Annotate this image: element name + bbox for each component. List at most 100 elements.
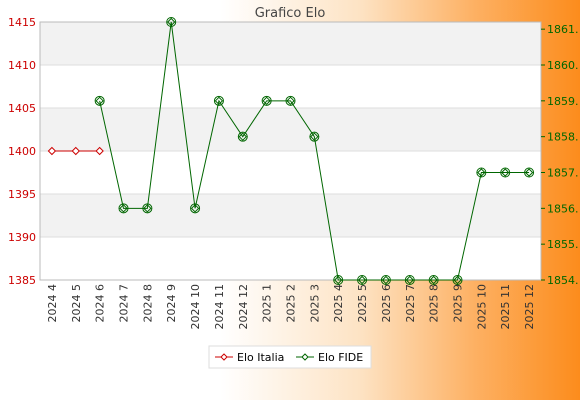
- right-tick-label: 1858.: [547, 131, 579, 144]
- x-tick-label: 2024 5: [70, 284, 83, 323]
- x-tick-label: 2024 11: [213, 284, 226, 330]
- data-point: [237, 131, 248, 142]
- data-point-marker: [214, 96, 224, 106]
- data-point: [94, 95, 105, 106]
- x-tick-label: 2024 12: [237, 284, 250, 330]
- data-point: [357, 275, 368, 285]
- plot-band: [40, 22, 541, 65]
- x-tick-label: 2025 8: [428, 284, 441, 323]
- data-point-marker: [167, 17, 176, 27]
- right-tick-label: 1855.: [547, 238, 579, 251]
- legend-marker-elo-fide: [301, 353, 309, 361]
- legend-item-elo-italia: Elo Italia: [215, 351, 284, 364]
- data-point-marker: [524, 168, 534, 177]
- legend-marker-elo-italia: [220, 353, 228, 361]
- right-tick-label: 1854.: [547, 274, 579, 287]
- data-point: [309, 131, 320, 142]
- x-tick-label: 2024 6: [94, 284, 107, 323]
- data-point-marker: [286, 96, 295, 106]
- data-point: [476, 167, 487, 178]
- right-tick-label: 1859.: [547, 95, 579, 108]
- data-point-marker: [477, 168, 486, 177]
- x-tick-label: 2024 8: [141, 284, 154, 323]
- left-tick-label: 1395: [8, 188, 36, 201]
- data-point-marker: [95, 96, 104, 106]
- left-tick-label: 1405: [8, 102, 36, 115]
- right-tick-label: 1861.: [547, 23, 579, 36]
- right-tick-label: 1857.: [547, 167, 579, 180]
- data-point: [452, 275, 463, 285]
- data-point-marker: [334, 275, 343, 285]
- x-tick-label: 2025 3: [308, 284, 321, 323]
- series-elo-fide: [94, 17, 535, 285]
- data-point: [213, 95, 224, 106]
- series-elo-italia: [47, 146, 104, 156]
- left-tick-label: 1385: [8, 274, 36, 287]
- data-point: [95, 146, 104, 156]
- plot-band: [40, 108, 541, 151]
- right-tick-label: 1860.: [547, 59, 579, 72]
- data-point: [142, 203, 153, 214]
- data-point-marker: [429, 275, 438, 285]
- data-point-marker: [190, 204, 200, 213]
- data-point-marker: [381, 275, 391, 285]
- x-tick-label: 2025 7: [404, 284, 417, 323]
- legend-box: [208, 345, 372, 369]
- data-point: [190, 203, 201, 214]
- x-tick-label: 2025 9: [452, 284, 465, 323]
- x-tick-label: 2025 5: [356, 284, 369, 323]
- data-point: [261, 95, 272, 106]
- data-point: [71, 146, 80, 156]
- data-point-marker: [501, 168, 510, 177]
- series-line: [99, 21, 530, 281]
- plot-band: [40, 237, 541, 280]
- data-point: [166, 17, 177, 27]
- data-point: [47, 146, 57, 156]
- data-point: [380, 275, 391, 285]
- data-point: [333, 275, 344, 285]
- left-axis-ticks: 1385 1390 1395 1400 1405 1410 1415: [8, 16, 36, 287]
- data-point-marker: [262, 96, 271, 106]
- right-tick-label: 1856.: [547, 202, 579, 215]
- x-tick-label: 2025 4: [332, 284, 345, 323]
- data-point-marker: [405, 275, 414, 285]
- data-point-marker: [238, 132, 247, 141]
- left-tick-label: 1415: [8, 16, 36, 29]
- x-tick-label: 2025 10: [475, 284, 488, 330]
- data-point-marker: [310, 132, 319, 141]
- data-point: [524, 167, 535, 178]
- x-tick-label: 2024 4: [46, 284, 59, 323]
- legend-label-elo-fide: Elo FIDE: [318, 351, 363, 364]
- legend: Elo Italia Elo FIDE: [208, 345, 372, 369]
- x-tick-label: 2025 12: [523, 284, 536, 330]
- data-point-marker: [453, 275, 462, 285]
- plot-band: [40, 194, 541, 237]
- data-point: [500, 167, 511, 178]
- x-tick-label: 2025 11: [499, 284, 512, 330]
- data-point-marker: [119, 204, 128, 213]
- plot-band: [40, 151, 541, 194]
- plot-border: [39, 21, 542, 281]
- data-point-marker: [143, 204, 152, 213]
- left-tick-label: 1410: [8, 59, 36, 72]
- right-axis-ticks: 1854. 1855. 1856. 1857. 1858. 1859. 1860. 1861.: [541, 23, 579, 287]
- chart-title: Grafico Elo: [255, 6, 326, 21]
- left-tick-label: 1390: [8, 231, 36, 244]
- x-tick-label: 2024 9: [165, 284, 178, 323]
- legend-item-elo-fide: Elo FIDE: [296, 351, 363, 364]
- data-point: [404, 275, 415, 285]
- data-point: [118, 203, 129, 214]
- x-tick-label: 2024 7: [118, 284, 131, 323]
- x-tick-label: 2025 2: [285, 284, 298, 323]
- x-axis-ticks: 2024 4 2024 5 2024 6 2024 7 2024 8 2024 9 2024…: [46, 284, 536, 330]
- x-tick-label: 2025 6: [380, 284, 393, 323]
- x-tick-label: 2024 10: [189, 284, 202, 330]
- data-point-marker: [357, 275, 367, 285]
- left-tick-label: 1400: [8, 145, 36, 158]
- data-point: [285, 95, 296, 106]
- data-point: [428, 275, 439, 285]
- legend-label-elo-italia: Elo Italia: [237, 351, 284, 364]
- series-layer: [47, 17, 535, 285]
